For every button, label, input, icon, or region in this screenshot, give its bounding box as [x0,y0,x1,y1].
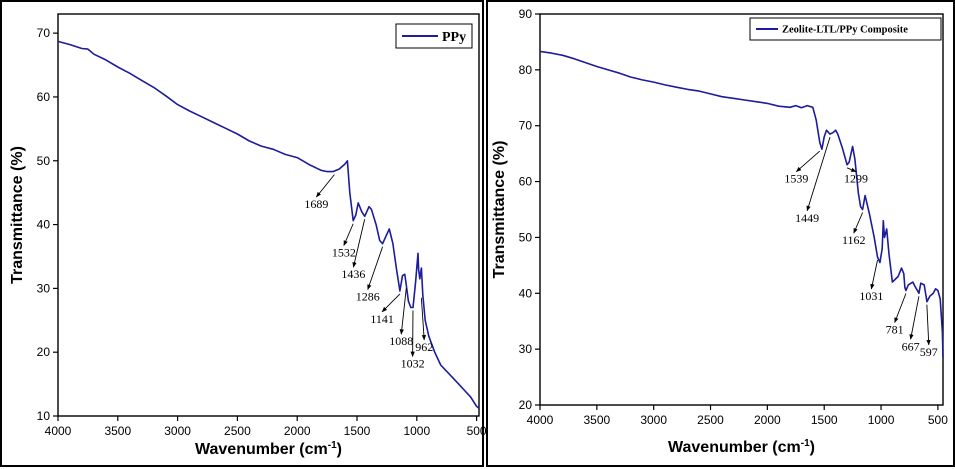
composite-x-tick-label: 1500 [811,413,838,427]
ppy-peak-label: 1032 [401,357,425,371]
composite-peak-label: 1449 [795,211,819,225]
composite-x-tick-label: 500 [928,413,948,427]
composite-legend-label: Zeolite-LTL/PPy Composite [782,25,908,36]
ppy-y-tick-label: 50 [37,154,51,168]
composite-peak-label: 1539 [784,172,808,186]
composite-peak-label: 1031 [859,289,883,303]
ppy-x-tick-label: 2500 [224,424,251,438]
composite-peak-arrow [927,305,929,345]
ppy-peak-arrow [344,224,353,246]
ppy-peak-arrow [368,247,383,290]
ppy-peak-arrow [316,175,334,197]
ppy-peak-label: 1141 [370,312,394,326]
ppy-y-tick-label: 10 [37,409,51,423]
ppy-y-tick-label: 60 [37,90,51,104]
composite-y-axis-title: Transmittance (%) [491,141,508,279]
ppy-peak-label: 1532 [332,245,356,259]
ppy-ftir-chart: 4000 3500 3000 2500 2000 1500 1000 500 10 20 30 40 5… [2,2,486,469]
composite-peak-label: 781 [886,323,904,337]
composite-peak-label: 1299 [844,172,868,186]
composite-y-tick-label: 80 [519,63,533,77]
ppy-y-axis-title: Transmittance (%) [9,146,26,284]
ppy-peak-arrow [353,219,364,267]
ppy-y-tick-label: 30 [37,281,51,295]
ppy-x-tick-label: 500 [467,424,487,438]
composite-x-tick-label: 2000 [754,413,781,427]
ppy-peak-label: 1689 [304,197,328,211]
composite-peak-arrow [895,293,906,322]
composite-y-tick-label: 40 [519,286,533,300]
composite-plot-frame [540,14,943,405]
ppy-peak-label: 962 [415,340,433,354]
ppy-x-tick-label: 3500 [104,424,131,438]
ppy-x-tick-label: 1500 [344,424,371,438]
ppy-y-tick-label: 70 [37,26,51,40]
ppy-y-tick-label: 20 [37,345,51,359]
composite-chart-panel: 4000 3500 3000 2500 2000 1500 1000 500 20 30 40 50 6… [486,0,955,467]
ppy-peak-label: 1436 [341,267,365,281]
composite-y-tick-label: 20 [519,398,533,412]
ppy-peak-arrow [401,288,406,334]
composite-x-tick-label: 4000 [527,413,554,427]
composite-x-tick-label: 1000 [868,413,895,427]
composite-y-tick-label: 60 [519,175,533,189]
ppy-peak-arrow [382,294,400,312]
ppy-x-tick-label: 3000 [164,424,191,438]
composite-peak-arrow [796,151,819,172]
composite-x-tick-label: 3500 [583,413,610,427]
composite-x-tick-label: 3000 [640,413,667,427]
ppy-peak-label: 1088 [389,334,413,348]
ppy-x-tick-label: 1000 [403,424,430,438]
composite-peak-arrow [854,213,863,234]
composite-y-tick-label: 30 [519,342,533,356]
composite-peak-label: 667 [902,339,920,353]
composite-y-tick-label: 50 [519,230,533,244]
ppy-x-tick-label: 4000 [45,424,72,438]
ppy-x-tick-label: 2000 [284,424,311,438]
composite-peak-arrow [871,260,877,289]
composite-peak-label: 597 [920,345,938,359]
composite-ftir-chart: 4000 3500 3000 2500 2000 1500 1000 500 20 30 40 50 6… [488,2,955,469]
composite-y-tick-label: 90 [519,7,533,21]
composite-x-axis-title: Wavenumber (cm-1) [668,438,815,456]
composite-y-tick-label: 70 [519,119,533,133]
ppy-x-axis-title: Wavenumber (cm-1) [195,440,342,458]
ppy-peak-label: 1286 [356,290,380,304]
composite-peak-label: 1162 [842,233,866,247]
ppy-legend-label: PPy [442,30,466,45]
composite-x-tick-label: 2500 [697,413,724,427]
composite-peak-arrow [911,296,919,339]
ppy-chart-panel: 4000 3500 3000 2500 2000 1500 1000 500 10 20 30 40 5… [0,0,484,467]
composite-peak-arrow [807,137,830,211]
composite-series-line [540,51,943,357]
ppy-y-tick-label: 40 [37,218,51,232]
